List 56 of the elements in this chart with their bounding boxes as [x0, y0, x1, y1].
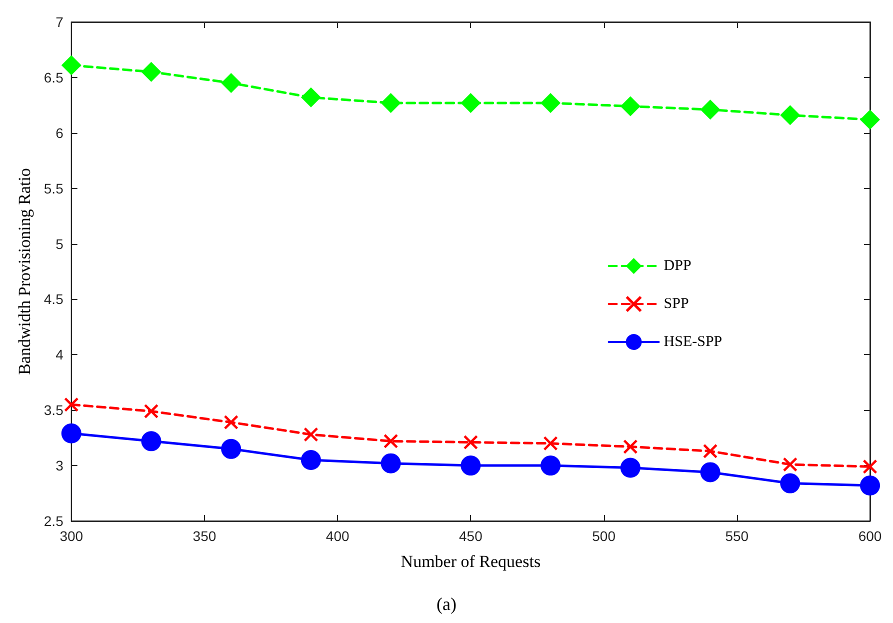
- legend-label: DPP: [664, 258, 692, 274]
- point: [300, 87, 321, 108]
- x-tick-label: 600: [858, 528, 882, 544]
- point: [61, 423, 82, 444]
- y-tick-label: 4: [56, 346, 64, 363]
- point: [620, 96, 640, 116]
- point: [700, 462, 720, 482]
- point: [863, 460, 877, 474]
- legend-label: SPP: [664, 296, 689, 312]
- point: [221, 72, 242, 93]
- point: [780, 473, 800, 494]
- x-tick-label: 350: [192, 528, 216, 544]
- point: [703, 444, 718, 458]
- y-tick-label: 7: [56, 14, 64, 30]
- point: [860, 110, 880, 130]
- y-tick-label: 3: [56, 458, 64, 474]
- point: [544, 436, 558, 450]
- point: [623, 440, 638, 454]
- y-tick-label: 6.5: [44, 69, 64, 86]
- point: [464, 435, 478, 450]
- y-tick-label: 6: [56, 124, 64, 141]
- point: [380, 453, 401, 474]
- y-tick-label: 2.5: [44, 513, 64, 529]
- x-axis-title: Number of Requests: [400, 552, 541, 571]
- x-tick-label: 300: [60, 528, 84, 544]
- point: [141, 62, 162, 82]
- point: [700, 100, 720, 120]
- point: [141, 431, 162, 452]
- point: [380, 92, 401, 113]
- point: [460, 92, 481, 113]
- point: [221, 438, 242, 459]
- point: [860, 476, 880, 496]
- x-tick-label: 450: [459, 528, 483, 544]
- y-axis-title: Bandwidth Provisioning Ratio: [15, 168, 34, 375]
- point: [783, 457, 798, 472]
- point: [304, 428, 318, 442]
- point: [540, 456, 561, 476]
- point: [64, 398, 78, 412]
- legend-label: HSE-SPP: [664, 334, 722, 350]
- x-tick-label: 400: [326, 528, 350, 544]
- y-tick-label: 5: [56, 236, 64, 252]
- point: [620, 458, 640, 478]
- point: [61, 55, 82, 76]
- y-tick-label: 5.5: [44, 180, 64, 196]
- point: [384, 434, 398, 448]
- point: [460, 456, 481, 476]
- point: [224, 415, 238, 430]
- x-tick-label: 550: [725, 528, 749, 544]
- point: [144, 404, 158, 418]
- y-tick-label: 4.5: [44, 291, 64, 308]
- text: (a): [436, 594, 456, 614]
- point: [300, 450, 321, 470]
- point: [540, 92, 561, 113]
- point: [780, 105, 800, 126]
- y-tick-label: 3.5: [44, 402, 64, 418]
- x-tick-label: 500: [592, 528, 616, 544]
